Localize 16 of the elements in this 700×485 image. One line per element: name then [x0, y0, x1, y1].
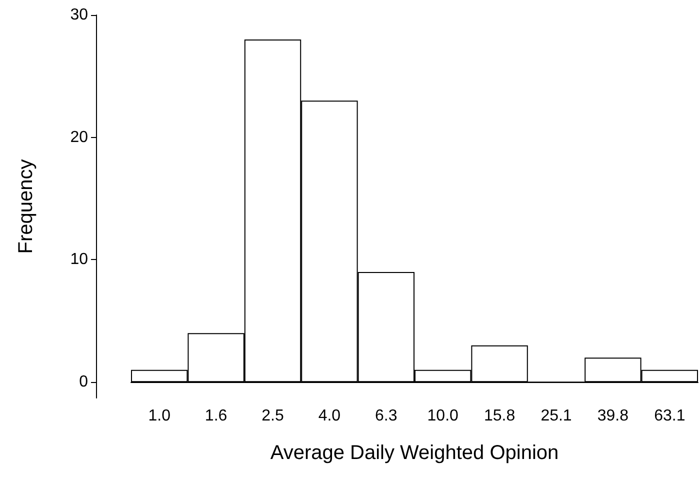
y-tick-label: 30 [70, 6, 88, 24]
x-tick-label: 39.8 [597, 408, 629, 424]
x-tick-label: 63.1 [654, 408, 686, 424]
y-tick-label: 10 [70, 251, 88, 268]
y-axis-title: Frequency [15, 159, 37, 254]
x-tick-label: 1.0 [148, 408, 171, 424]
x-tick-label: 1.6 [204, 408, 228, 424]
y-tick-label: 20 [70, 128, 88, 146]
x-tick-label: 10.0 [427, 408, 459, 424]
x-axis-title: Average Daily Weighted Opinion [270, 442, 559, 464]
x-tick-label: 2.5 [262, 408, 284, 424]
y-tick-label: 0 [79, 374, 88, 391]
x-tick-label: 4.0 [318, 408, 341, 424]
x-tick-label: 6.3 [375, 408, 398, 424]
x-tick-label: 25.1 [540, 408, 572, 424]
x-tick-label: 15.8 [484, 408, 516, 424]
